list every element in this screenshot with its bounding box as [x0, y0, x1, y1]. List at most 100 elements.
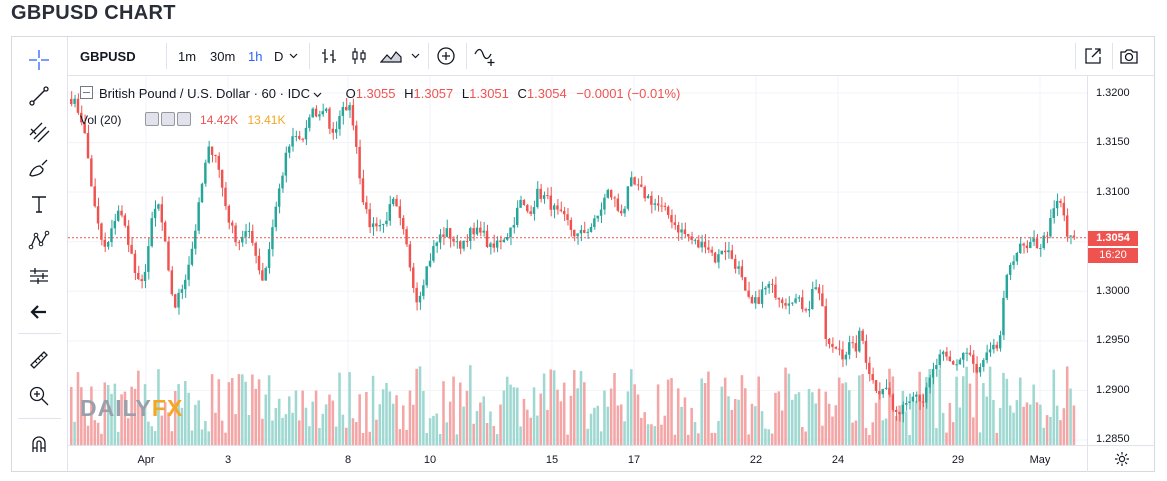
fib-tool-icon[interactable]: [25, 118, 53, 146]
candle-body: [1055, 200, 1059, 209]
volume-bar: [613, 372, 616, 445]
candle-style-icon[interactable]: [349, 37, 369, 75]
candle-body: [435, 242, 438, 247]
symbol-search-button[interactable]: GBPUSD: [80, 48, 136, 64]
price-axis-label: 1.2950: [1096, 334, 1130, 346]
candle-body: [237, 242, 241, 244]
volume-bar: [341, 414, 345, 445]
volume-bar: [847, 390, 851, 445]
volume-bar: [334, 426, 338, 445]
settings-gear-icon[interactable]: [1087, 445, 1155, 472]
bar-style-icon[interactable]: [319, 37, 339, 75]
toolbar-divider: [1112, 43, 1113, 69]
volume-bar: [529, 417, 532, 445]
interval-d-button[interactable]: D: [274, 48, 284, 64]
candle-body: [381, 223, 385, 226]
candle-body: [311, 108, 314, 118]
volume-bar: [197, 400, 200, 445]
volume-bar: [321, 413, 325, 445]
candle-body: [586, 231, 589, 233]
settings-gear-icon[interactable]: [160, 112, 175, 126]
volume-bar: [448, 401, 452, 445]
fullscreen-icon[interactable]: [1080, 37, 1106, 75]
volume-bar: [86, 425, 90, 445]
text-icon[interactable]: [25, 190, 53, 218]
remove-icon[interactable]: [176, 112, 191, 126]
candle-body: [727, 250, 730, 253]
candle-body: [821, 293, 824, 307]
candle-body: [113, 220, 117, 229]
candle-body: [93, 186, 96, 207]
interval-1h-button[interactable]: 1h: [248, 48, 263, 64]
volume-bar: [465, 390, 469, 445]
volume-bar: [267, 375, 271, 445]
volume-bar: [888, 368, 891, 445]
candle-body: [331, 128, 335, 133]
volume-bar: [703, 383, 707, 445]
chevron-down-icon[interactable]: [313, 86, 322, 101]
forecast-icon[interactable]: [25, 262, 53, 290]
interval-30m-button[interactable]: 30m: [210, 48, 236, 64]
bar-countdown-tag: 16:20: [1088, 247, 1138, 263]
price-axis[interactable]: 1.3200 1.3150 1.3100 1.3000 1.2950 1.290…: [1087, 76, 1155, 445]
trend-line-icon[interactable]: [25, 82, 53, 110]
candle-body: [774, 284, 777, 298]
volume-bar: [995, 432, 999, 445]
candle-body: [650, 195, 653, 205]
volume-bar: [331, 400, 335, 445]
volume-bar: [827, 403, 831, 445]
pattern-icon[interactable]: [25, 226, 53, 254]
candle-body: [348, 105, 351, 111]
volume-bar: [988, 366, 992, 445]
volume-bar: [1015, 400, 1019, 445]
volume-bar: [636, 394, 640, 445]
chart-pane[interactable]: British Pound / U.S. Dollar · 60 · IDC O…: [68, 76, 1087, 445]
magnet-icon[interactable]: [25, 431, 53, 459]
candle-body: [744, 277, 747, 291]
volume-bar: [764, 428, 767, 445]
candle-body: [415, 287, 418, 303]
candle-body: [834, 347, 838, 349]
area-style-icon[interactable]: [379, 37, 403, 75]
time-axis[interactable]: Apr 3 8 10 15 17 22 24 29 May: [68, 445, 1087, 472]
indicators-icon[interactable]: [434, 37, 458, 75]
volume-bar: [398, 429, 402, 445]
candle-body: [703, 241, 707, 248]
style-dropdown-chevron-icon[interactable]: [411, 37, 420, 75]
candle-body: [911, 396, 915, 402]
volume-bar: [556, 389, 559, 445]
volume-bar: [968, 383, 972, 445]
volume-label[interactable]: Vol (20): [80, 113, 122, 127]
candle-body: [1005, 274, 1009, 298]
compare-icon[interactable]: [472, 37, 498, 75]
candle-body: [284, 152, 288, 176]
volume-bar: [931, 377, 935, 445]
zoom-in-icon[interactable]: [25, 382, 53, 410]
collapse-legend-icon[interactable]: [80, 86, 93, 99]
candle-body: [764, 287, 767, 290]
visibility-eye-icon[interactable]: [144, 112, 159, 126]
candle-body: [207, 146, 210, 163]
candle-body: [150, 218, 153, 247]
instrument-title[interactable]: British Pound / U.S. Dollar · 60 · IDC: [99, 86, 310, 101]
candle-body: [1052, 208, 1055, 219]
interval-dropdown-chevron-icon[interactable]: [289, 37, 298, 75]
candle-body: [693, 239, 697, 241]
volume-bar: [495, 434, 499, 445]
volume-bar: [646, 424, 650, 445]
volume-bar: [133, 388, 137, 445]
candle-body: [140, 279, 143, 282]
volume-bar: [589, 413, 593, 445]
back-arrow-icon[interactable]: [25, 298, 53, 326]
volume-bar: [633, 384, 636, 445]
interval-1m-button[interactable]: 1m: [178, 48, 197, 64]
candle-body: [552, 205, 556, 210]
candle-body: [827, 338, 831, 344]
volume-bar: [690, 407, 693, 445]
ruler-icon[interactable]: [25, 346, 53, 374]
crosshair-icon[interactable]: [25, 46, 53, 74]
candle-body: [710, 249, 713, 253]
brush-icon[interactable]: [25, 154, 53, 182]
snapshot-icon[interactable]: [1116, 37, 1142, 75]
volume-bar: [569, 395, 573, 445]
